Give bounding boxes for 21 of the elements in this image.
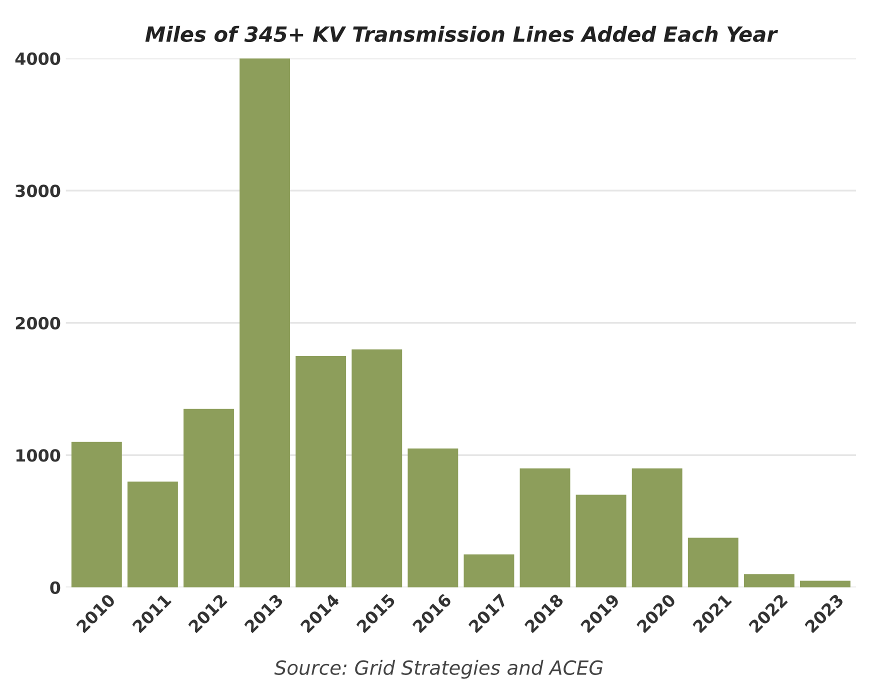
bar bbox=[464, 554, 514, 588]
bar bbox=[71, 442, 122, 588]
bar bbox=[296, 356, 346, 588]
bar bbox=[688, 538, 738, 588]
bar bbox=[632, 468, 682, 588]
source-note: Source: Grid Strategies and ACEG bbox=[274, 660, 603, 679]
y-tick-label: 0 bbox=[50, 581, 60, 594]
chart-title: Miles of 345+ KV Transmission Lines Added Each Year bbox=[145, 26, 778, 42]
bar bbox=[127, 482, 178, 588]
bar bbox=[240, 58, 290, 588]
bar bbox=[352, 349, 402, 588]
bar bbox=[744, 574, 794, 588]
y-tick-label: 4000 bbox=[15, 52, 60, 65]
y-tick-label: 1000 bbox=[16, 449, 60, 462]
bar bbox=[408, 448, 458, 588]
bar bbox=[800, 580, 850, 588]
bar bbox=[576, 494, 626, 588]
y-tick-label: 2000 bbox=[16, 316, 60, 330]
bar bbox=[184, 408, 234, 588]
bar bbox=[520, 468, 570, 588]
y-tick-label: 3000 bbox=[16, 184, 60, 198]
